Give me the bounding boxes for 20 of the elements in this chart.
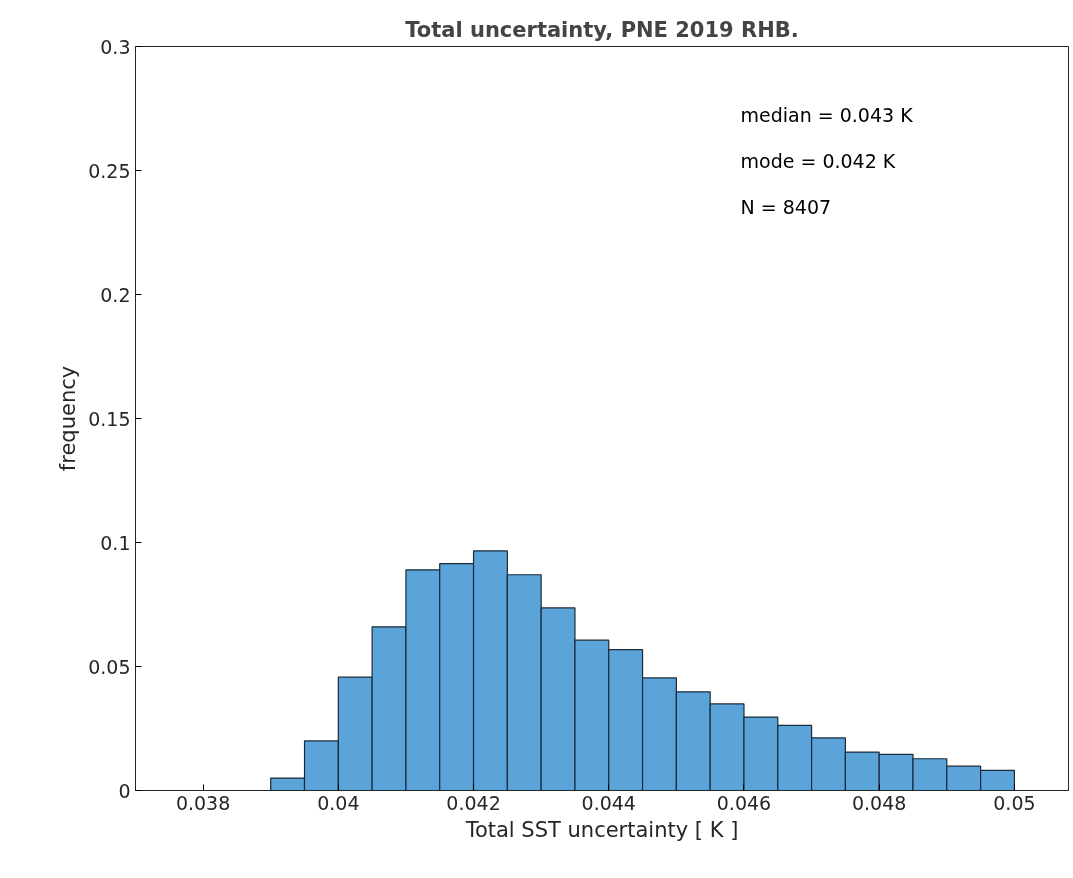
x-tick-label: 0.046 [716, 791, 772, 814]
y-tick-label: 0.1 [100, 531, 131, 554]
y-tick-label: 0.3 [100, 35, 131, 58]
y-tick-label: 0.2 [100, 283, 131, 306]
y-axis-title: frequency [56, 365, 81, 472]
annotation: mode = 0.042 K [740, 149, 896, 172]
x-tick-label: 0.048 [852, 791, 907, 814]
x-tick-label: 0.042 [446, 791, 501, 814]
y-tick-label: 0.15 [88, 407, 131, 430]
y-tick-label: 0 [118, 779, 131, 802]
x-tick-label: 0.038 [175, 791, 231, 814]
x-tick-label: 0.04 [317, 791, 360, 814]
chart-title: Total uncertainty, PNE 2019 RHB. [405, 17, 799, 42]
annotation: median = 0.043 K [740, 103, 914, 126]
x-axis-title: Total SST uncertainty [ K ] [464, 817, 739, 842]
y-tick-label: 0.25 [88, 159, 131, 182]
annotation: N = 8407 [740, 195, 832, 218]
x-tick-label: 0.05 [993, 791, 1036, 814]
x-tick-label: 0.044 [581, 791, 636, 814]
y-tick-label: 0.05 [88, 655, 131, 678]
